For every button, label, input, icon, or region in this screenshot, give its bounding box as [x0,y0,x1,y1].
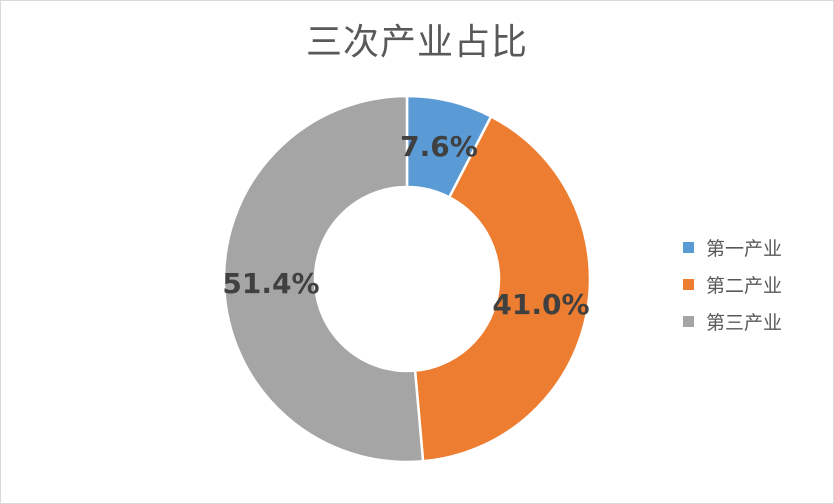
legend-label-tertiary: 第三产业 [706,312,783,334]
legend-item-tertiary-industry: 第三产业 [683,303,782,340]
donut-slices [222,94,592,464]
data-label-primary: 7.6% [400,130,478,163]
legend-swatch-tertiary [683,316,694,327]
chart-title: 三次产业占比 [305,22,528,63]
legend-swatch-secondary [683,279,694,290]
slice-secondary-industry [413,114,592,463]
data-label-secondary: 41.0% [492,288,589,321]
legend-swatch-primary [683,242,694,253]
legend-item-primary-industry: 第一产业 [683,229,782,266]
legend-label-primary: 第一产业 [706,238,783,260]
legend: 第一产业 第二产业 第三产业 [683,229,782,340]
slice-tertiary-industry [222,94,425,464]
legend-label-secondary: 第二产业 [706,275,783,297]
data-labels: 7.6% 41.0% 51.4% [222,130,589,321]
data-label-tertiary: 51.4% [222,267,319,300]
legend-item-secondary-industry: 第二产业 [683,266,782,303]
